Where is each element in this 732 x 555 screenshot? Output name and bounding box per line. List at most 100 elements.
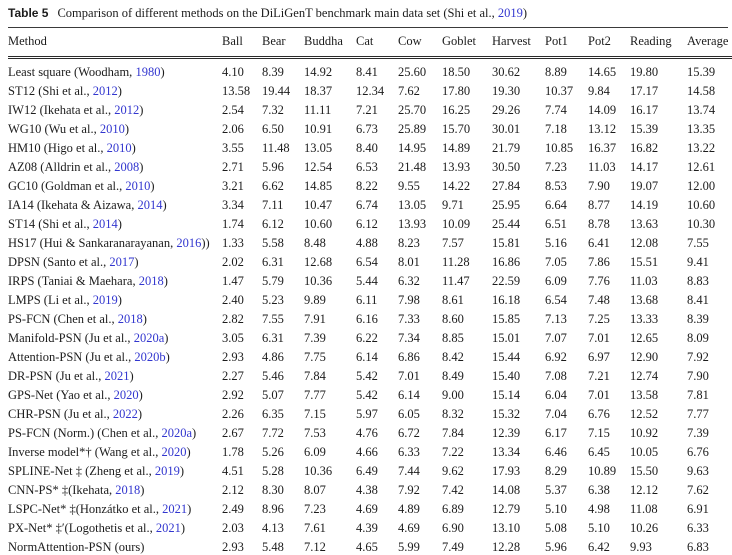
value-cell: 10.91 <box>304 122 333 136</box>
method-cell: Least square (Woodham, 1980) <box>8 58 222 83</box>
value-cell: 13.93 <box>442 160 471 174</box>
value-cell: 14.85 <box>304 179 333 193</box>
value-cell: 13.34 <box>492 445 521 459</box>
value-cell: 4.69 <box>356 502 378 516</box>
table-row: DR-PSN (Ju et al., 2021) 2.27 5.46 7.84 5.42… <box>8 367 732 386</box>
value-cell: 11.47 <box>442 274 470 288</box>
value-cell: 6.09 <box>304 445 326 459</box>
value-cell: 15.01 <box>492 331 521 345</box>
value-cell: 9.00 <box>442 388 464 402</box>
value-cell: 4.69 <box>398 521 420 535</box>
citation-year-link[interactable]: 2020 <box>113 388 139 402</box>
citation-year-link[interactable]: 2018 <box>138 274 164 288</box>
value-cell: 10.60 <box>687 198 716 212</box>
citation-year-link[interactable]: 2014 <box>92 217 118 231</box>
column-header-ball: Ball <box>222 28 262 59</box>
value-cell: 2.26 <box>222 407 244 421</box>
value-cell: 9.71 <box>442 198 464 212</box>
method-name-close: ) <box>180 521 186 535</box>
value-cell: 6.41 <box>588 236 610 250</box>
column-header-harvest: Harvest <box>492 28 545 59</box>
value-cell: 5.16 <box>545 236 567 250</box>
value-cell: 2.06 <box>222 122 244 136</box>
value-cell: 12.08 <box>630 236 659 250</box>
citation-year-link[interactable]: 2016 <box>176 236 202 250</box>
value-cell: 7.90 <box>687 369 709 383</box>
value-cell: 7.22 <box>442 445 464 459</box>
method-cell: IW12 (Ikehata et al., 2012) <box>8 101 222 120</box>
value-cell: 6.17 <box>545 426 567 440</box>
value-cell: 8.29 <box>545 464 567 478</box>
method-cell: SPLINE-Net ‡ (Zheng et al., 2019) <box>8 462 222 481</box>
value-cell: 11.48 <box>262 141 290 155</box>
value-cell: 9.93 <box>630 540 652 554</box>
value-cell: 6.90 <box>442 521 464 535</box>
citation-year-link[interactable]: 2020 <box>161 445 187 459</box>
value-cell: 11.08 <box>630 502 658 516</box>
table-row: PX-Net* ‡′(Logothetis et al., 2021) 2.03 4… <box>8 519 732 538</box>
table-row: Inverse model*† (Wang et al., 2020) 1.78 5… <box>8 443 732 462</box>
table-label: Table 5 <box>8 6 49 20</box>
value-cell: 12.34 <box>356 84 385 98</box>
value-cell: 6.09 <box>545 274 567 288</box>
table-row: DPSN (Santo et al., 2017) 2.02 6.31 12.68 6.… <box>8 253 732 272</box>
value-cell: 4.98 <box>588 502 610 516</box>
value-cell: 7.18 <box>545 122 567 136</box>
citation-year-link[interactable]: 2022 <box>112 407 138 421</box>
citation-year-link[interactable]: 2018 <box>117 312 143 326</box>
value-cell: 2.03 <box>222 521 244 535</box>
method-name-text: CHR-PSN (Ju et al., <box>8 407 113 421</box>
value-cell: 25.89 <box>398 122 427 136</box>
value-cell: 7.42 <box>442 483 464 497</box>
method-cell: WG10 (Wu et al., 2010) <box>8 120 222 139</box>
value-cell: 2.27 <box>222 369 244 383</box>
citation-year-link[interactable]: 2010 <box>125 179 151 193</box>
citation-year-link[interactable]: 2012 <box>114 103 140 117</box>
value-cell: 3.21 <box>222 179 244 193</box>
value-cell: 6.72 <box>398 426 420 440</box>
citation-year-link[interactable]: 2021 <box>162 502 188 516</box>
value-cell: 13.93 <box>398 217 427 231</box>
table-row: AZ08 (Alldrin et al., 2008) 2.71 5.96 12.54… <box>8 158 732 177</box>
value-cell: 1.33 <box>222 236 244 250</box>
method-name-text: LSPC-Net* ‡(Honzátko et al., <box>8 502 163 516</box>
table-row: Least square (Woodham, 1980) 4.10 8.39 14.9… <box>8 58 732 83</box>
method-name-text: PS-FCN (Norm.) (Chen et al., <box>8 426 162 440</box>
value-cell: 15.50 <box>630 464 659 478</box>
value-cell: 4.38 <box>356 483 378 497</box>
citation-year-link[interactable]: 2017 <box>109 255 135 269</box>
value-cell: 5.97 <box>356 407 378 421</box>
citation-year-link[interactable]: 1980 <box>135 65 161 79</box>
citation-year-link[interactable]: 2008 <box>114 160 140 174</box>
value-cell: 5.08 <box>545 521 567 535</box>
citation-year-link[interactable]: 2010 <box>99 122 125 136</box>
column-header-reading: Reading <box>630 28 687 59</box>
citation-year-link[interactable]: 2019 <box>92 293 118 307</box>
citation-year-link[interactable]: 2021 <box>104 369 130 383</box>
method-cell: DR-PSN (Ju et al., 2021) <box>8 367 222 386</box>
value-cell: 14.65 <box>588 65 617 79</box>
value-cell: 13.68 <box>630 293 659 307</box>
citation-year-link[interactable]: 2014 <box>137 198 163 212</box>
value-cell: 16.17 <box>630 103 659 117</box>
caption-citation-year-link[interactable]: 2019 <box>497 6 523 20</box>
value-cell: 7.01 <box>398 369 420 383</box>
value-cell: 14.89 <box>442 141 471 155</box>
citation-year-link[interactable]: 2021 <box>155 521 181 535</box>
citation-year-link[interactable]: 2012 <box>92 84 118 98</box>
citation-year-link[interactable]: 2010 <box>106 141 132 155</box>
citation-year-link[interactable]: 2018 <box>115 483 141 497</box>
value-cell: 8.30 <box>262 483 284 497</box>
value-cell: 8.78 <box>588 217 610 231</box>
value-cell: 10.89 <box>588 464 617 478</box>
value-cell: 2.93 <box>222 540 244 554</box>
citation-year-link[interactable]: 2020a <box>133 331 165 345</box>
value-cell: 17.93 <box>492 464 521 478</box>
value-cell: 8.41 <box>356 65 378 79</box>
citation-year-link[interactable]: 2020b <box>134 350 166 364</box>
citation-year-link[interactable]: 2019 <box>154 464 180 478</box>
value-cell: 10.37 <box>545 84 574 98</box>
value-cell: 8.01 <box>398 255 420 269</box>
citation-year-link[interactable]: 2020a <box>161 426 193 440</box>
